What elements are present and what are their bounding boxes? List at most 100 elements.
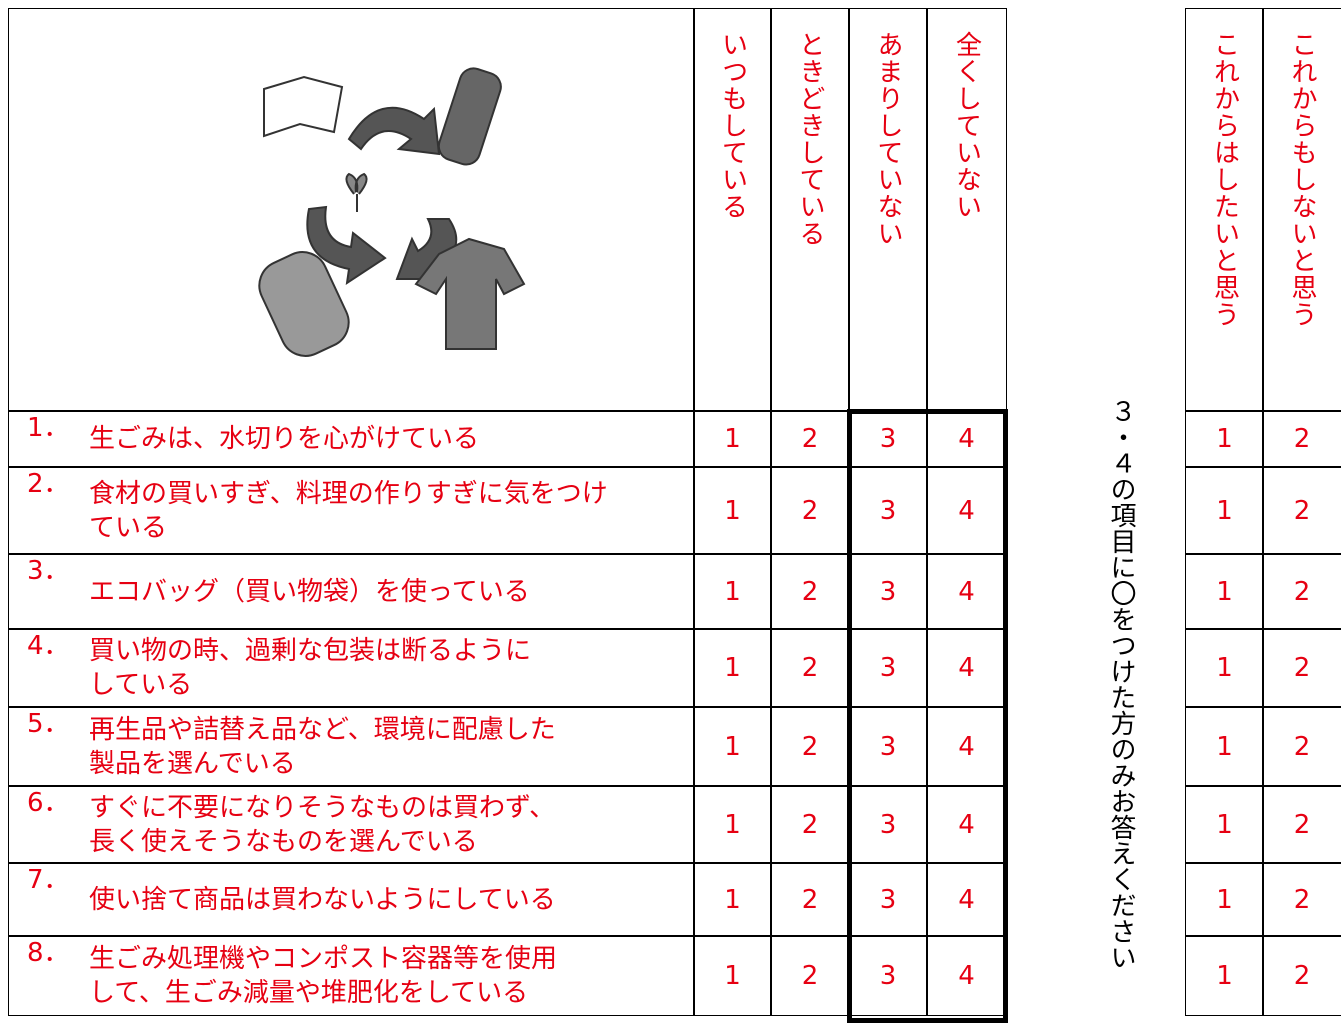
choice-number: 2 (770, 466, 850, 555)
item-number: 4． (27, 631, 70, 661)
choice-number: 2 (1262, 706, 1341, 787)
item-line: 生ごみは、水切りを心がけている (89, 424, 480, 454)
item-line: 買い物の時、過剰な包装は断るように (89, 636, 532, 666)
item-text: 使い捨て商品は買わないようにしている (89, 883, 556, 917)
choice-number: 1 (693, 466, 772, 555)
choice-number: 4 (926, 935, 1007, 1016)
item-text: 買い物の時、過剰な包装は断るように している (89, 634, 531, 702)
choice-number: 3 (848, 628, 928, 708)
item-text: 食材の買いすぎ、料理の作りすぎに気をつけ ている (89, 477, 608, 545)
illustration-cell (8, 8, 695, 412)
item-number: 8． (27, 938, 70, 968)
choice-number: 2 (1262, 862, 1341, 937)
shirt-icon (414, 237, 526, 350)
choice-number: 1 (1185, 706, 1264, 787)
choice-number: 1 (693, 862, 772, 937)
item-number: 2． (27, 469, 70, 499)
choice-number: 1 (693, 553, 772, 630)
choice-number: 2 (770, 628, 850, 708)
choice-number: 4 (926, 785, 1007, 864)
column-header: これからはしたいと思う (1185, 8, 1264, 412)
row-label: 3． エコバッグ（買い物袋）を使っている (8, 553, 695, 630)
bottle-icon (258, 251, 350, 357)
choice-number: 2 (770, 862, 850, 937)
item-number: 6． (27, 788, 70, 818)
choice-number: 3 (848, 935, 928, 1016)
choice-number: 1 (1185, 628, 1264, 708)
choice-number: 1 (693, 410, 772, 468)
choice-number: 1 (1185, 862, 1264, 937)
choice-number: 2 (1262, 466, 1341, 555)
item-number: 7． (27, 865, 70, 895)
choice-number: 2 (770, 785, 850, 864)
row-label: 2． 食材の買いすぎ、料理の作りすぎに気をつけ ている (8, 466, 695, 555)
choice-number: 2 (1262, 935, 1341, 1016)
row-label: 6． すぐに不要になりそうなものは買わず、 長く使えそうなものを選んでいる (8, 785, 695, 864)
item-text: すぐに不要になりそうなものは買わず、 長く使えそうなものを選んでいる (89, 791, 555, 859)
item-text: 再生品や詰替え品など、環境に配慮した 製品を選んでいる (89, 713, 556, 781)
item-line: して、生ごみ減量や堆肥化をしている (89, 977, 529, 1008)
row-label: 5． 再生品や詰替え品など、環境に配慮した 製品を選んでいる (8, 706, 695, 787)
item-line: 生ごみ処理機やコンポスト容器等を使用 (89, 943, 558, 974)
choice-number: 3 (848, 410, 928, 468)
choice-number: 2 (770, 553, 850, 630)
column-header: ときどきしている (770, 8, 850, 412)
item-line: すぐに不要になりそうなものは買わず、 (89, 792, 556, 823)
choice-number: 2 (770, 410, 850, 468)
arrow-icon (306, 205, 387, 286)
choice-number: 3 (848, 785, 928, 864)
choice-number: 4 (926, 862, 1007, 937)
choice-number: 4 (926, 706, 1007, 787)
choice-number: 3 (848, 706, 928, 787)
item-text: 生ごみ処理機やコンポスト容器等を使用 して、生ごみ減量や堆肥化をしている (89, 942, 557, 1010)
choice-number: 2 (1262, 410, 1341, 468)
item-line: している (89, 670, 193, 700)
item-line: 食材の買いすぎ、料理の作りすぎに気をつけ (89, 478, 608, 509)
choice-number: 3 (848, 553, 928, 630)
arrow-icon (347, 106, 441, 156)
item-text: 生ごみは、水切りを心がけている (89, 422, 479, 456)
column-header: 全くしていない (926, 8, 1007, 412)
item-line: 再生品や詰替え品など、環境に配慮した (89, 714, 556, 745)
column-header: いつもしている (693, 8, 772, 412)
item-line: 製品を選んでいる (89, 748, 296, 779)
item-line: エコバッグ（買い物袋）を使っている (89, 576, 530, 607)
row-label: 4． 買い物の時、過剰な包装は断るように している (8, 628, 695, 708)
choice-number: 4 (926, 628, 1007, 708)
choice-number: 1 (1185, 466, 1264, 555)
choice-number: 2 (1262, 553, 1341, 630)
choice-number: 3 (848, 862, 928, 937)
sprout-icon (345, 172, 368, 212)
choice-number: 1 (693, 935, 772, 1016)
item-number: 1． (27, 413, 70, 443)
instruction-note: ３・４の項目に〇をつけた方のみお答えください (1106, 398, 1136, 970)
row-label: 8． 生ごみ処理機やコンポスト容器等を使用 して、生ごみ減量や堆肥化をしている (8, 935, 695, 1016)
item-line: ている (89, 512, 168, 543)
choice-number: 2 (1262, 785, 1341, 864)
choice-number: 1 (693, 785, 772, 864)
choice-number: 1 (1185, 935, 1264, 1016)
item-number: 3． (27, 556, 70, 586)
choice-number: 1 (1185, 553, 1264, 630)
item-line: 使い捨て商品は買わないようにしている (89, 884, 556, 915)
book-icon (263, 75, 344, 138)
choice-number: 2 (770, 935, 850, 1016)
choice-number: 4 (926, 466, 1007, 555)
choice-number: 1 (693, 706, 772, 787)
item-text: エコバッグ（買い物袋）を使っている (89, 575, 530, 609)
choice-number: 1 (1185, 410, 1264, 468)
column-header: これからもしないと思う (1262, 8, 1341, 412)
choice-number: 2 (770, 706, 850, 787)
recycle-illustration (258, 67, 526, 357)
row-label: 7． 使い捨て商品は買わないようにしている (8, 862, 695, 937)
choice-number: 2 (1262, 628, 1341, 708)
item-number: 5． (27, 709, 70, 739)
item-line: 長く使えそうなものを選んでいる (89, 826, 478, 857)
choice-number: 4 (926, 410, 1007, 468)
column-header: あまりしていない (848, 8, 928, 412)
choice-number: 4 (926, 553, 1007, 630)
choice-number: 3 (848, 466, 928, 555)
choice-number: 1 (1185, 785, 1264, 864)
can-icon (437, 67, 502, 166)
